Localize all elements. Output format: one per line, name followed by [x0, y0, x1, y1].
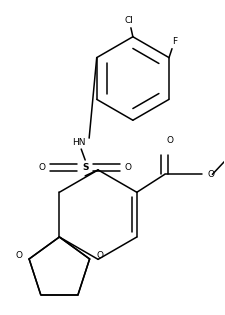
Text: O: O: [39, 163, 46, 172]
Text: O: O: [166, 136, 173, 145]
Text: S: S: [82, 163, 88, 172]
Text: O: O: [124, 163, 131, 172]
Text: HN: HN: [72, 138, 86, 146]
Text: Cl: Cl: [124, 16, 133, 25]
Text: O: O: [207, 170, 214, 179]
Text: F: F: [172, 37, 178, 46]
Text: O: O: [96, 250, 103, 260]
Text: O: O: [16, 250, 23, 260]
